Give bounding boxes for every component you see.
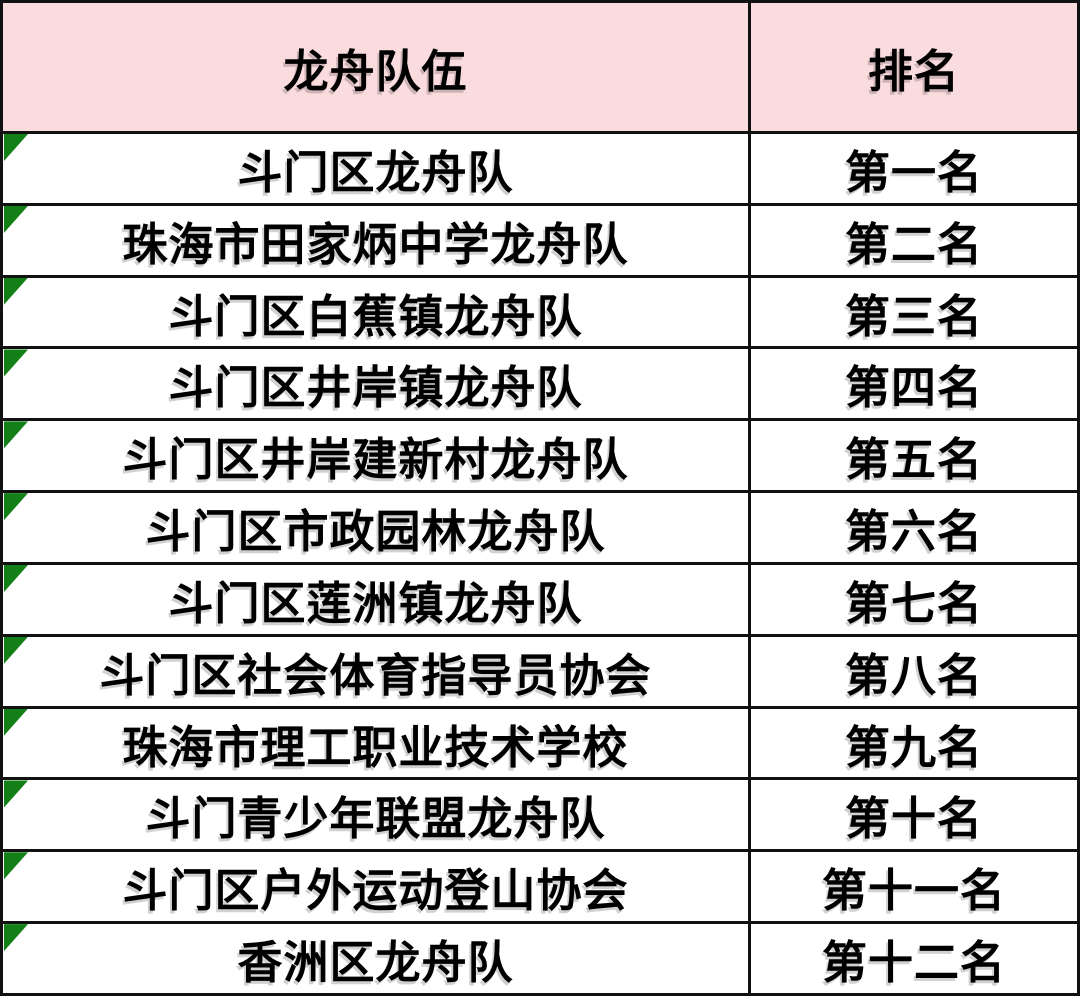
rank-value: 第二名 — [844, 218, 983, 270]
table-row: 斗门青少年联盟龙舟队 第十名 — [3, 777, 1077, 850]
team-name: 斗门区市政园林龙舟队 — [145, 506, 606, 558]
green-triangle-icon — [4, 349, 28, 377]
rank-cell: 第三名 — [751, 278, 1077, 347]
team-cell: 斗门区白蕉镇龙舟队 — [3, 277, 751, 347]
header-team-label: 龙舟队伍 — [283, 45, 468, 97]
rank-value: 第七名 — [844, 577, 983, 629]
table-row: 珠海市田家炳中学龙舟队 第二名 — [3, 202, 1077, 275]
rank-value: 第八名 — [844, 649, 983, 701]
header-team-cell: 龙舟队伍 — [3, 3, 751, 131]
table-row: 斗门区井岸镇龙舟队 第四名 — [3, 346, 1077, 419]
rank-value: 第九名 — [844, 721, 983, 773]
table-row: 斗门区白蕉镇龙舟队 第三名 — [3, 274, 1077, 347]
green-triangle-icon — [4, 493, 28, 521]
rank-value: 第五名 — [844, 434, 983, 486]
rank-value: 第一名 — [844, 146, 983, 198]
team-cell: 斗门区龙舟队 — [3, 134, 751, 203]
table-row: 斗门区户外运动登山协会 第十一名 — [3, 849, 1077, 922]
rank-cell: 第八名 — [751, 637, 1077, 706]
green-triangle-icon — [4, 564, 28, 592]
team-name: 斗门区井岸镇龙舟队 — [168, 362, 583, 414]
rank-value: 第十二名 — [821, 937, 1006, 989]
green-triangle-icon — [4, 134, 28, 161]
team-name: 斗门区莲洲镇龙舟队 — [168, 577, 583, 629]
team-cell: 珠海市田家炳中学龙舟队 — [3, 205, 751, 275]
header-rank-cell: 排名 — [751, 3, 1077, 131]
green-triangle-icon — [4, 277, 28, 305]
team-name: 斗门区龙舟队 — [237, 146, 514, 198]
green-triangle-icon — [4, 205, 28, 233]
team-name: 香洲区龙舟队 — [237, 937, 514, 989]
table-row: 珠海市理工职业技术学校 第九名 — [3, 705, 1077, 778]
green-triangle-icon — [4, 852, 28, 880]
team-name: 珠海市理工职业技术学校 — [122, 721, 629, 773]
team-cell: 斗门区户外运动登山协会 — [3, 852, 751, 922]
table-row: 斗门区井岸建新村龙舟队 第五名 — [3, 418, 1077, 491]
green-triangle-icon — [4, 636, 28, 664]
team-name: 斗门区井岸建新村龙舟队 — [122, 434, 629, 486]
team-cell: 香洲区龙舟队 — [3, 924, 751, 993]
team-cell: 斗门区井岸镇龙舟队 — [3, 349, 751, 419]
table-row: 斗门区莲洲镇龙舟队 第七名 — [3, 561, 1077, 634]
rank-value: 第四名 — [844, 362, 983, 414]
green-triangle-icon — [4, 780, 28, 808]
rank-value: 第六名 — [844, 506, 983, 558]
rank-cell: 第一名 — [751, 134, 1077, 203]
green-triangle-icon — [4, 924, 28, 952]
team-cell: 斗门区市政园林龙舟队 — [3, 493, 751, 562]
table-row: 斗门区社会体育指导员协会 第八名 — [3, 633, 1077, 706]
rank-cell: 第十名 — [751, 780, 1077, 849]
table-header-row: 龙舟队伍 排名 — [3, 3, 1077, 131]
rank-value: 第十名 — [844, 793, 983, 845]
rank-cell: 第十一名 — [751, 852, 1077, 921]
team-cell: 斗门区莲洲镇龙舟队 — [3, 564, 751, 634]
team-name: 斗门区户外运动登山协会 — [122, 865, 629, 917]
green-triangle-icon — [4, 708, 28, 736]
team-name: 珠海市田家炳中学龙舟队 — [122, 218, 629, 270]
rank-value: 第十一名 — [821, 865, 1006, 917]
green-triangle-icon — [4, 421, 28, 449]
header-rank-label: 排名 — [867, 45, 960, 97]
rank-cell: 第四名 — [751, 349, 1077, 418]
rank-cell: 第六名 — [751, 493, 1077, 562]
table-row: 斗门区龙舟队 第一名 — [3, 131, 1077, 203]
rank-cell: 第五名 — [751, 421, 1077, 490]
rank-cell: 第二名 — [751, 206, 1077, 275]
team-cell: 斗门区井岸建新村龙舟队 — [3, 421, 751, 491]
rank-cell: 第十二名 — [751, 924, 1077, 993]
team-name: 斗门区社会体育指导员协会 — [99, 649, 652, 701]
team-name: 斗门青少年联盟龙舟队 — [145, 793, 606, 845]
team-cell: 斗门区社会体育指导员协会 — [3, 636, 751, 706]
rank-cell: 第七名 — [751, 565, 1077, 634]
table-row: 香洲区龙舟队 第十二名 — [3, 921, 1077, 993]
team-cell: 斗门青少年联盟龙舟队 — [3, 780, 751, 850]
team-name: 斗门区白蕉镇龙舟队 — [168, 290, 583, 342]
rank-value: 第三名 — [844, 290, 983, 342]
team-cell: 珠海市理工职业技术学校 — [3, 708, 751, 778]
table-row: 斗门区市政园林龙舟队 第六名 — [3, 490, 1077, 562]
rank-cell: 第九名 — [751, 709, 1077, 778]
